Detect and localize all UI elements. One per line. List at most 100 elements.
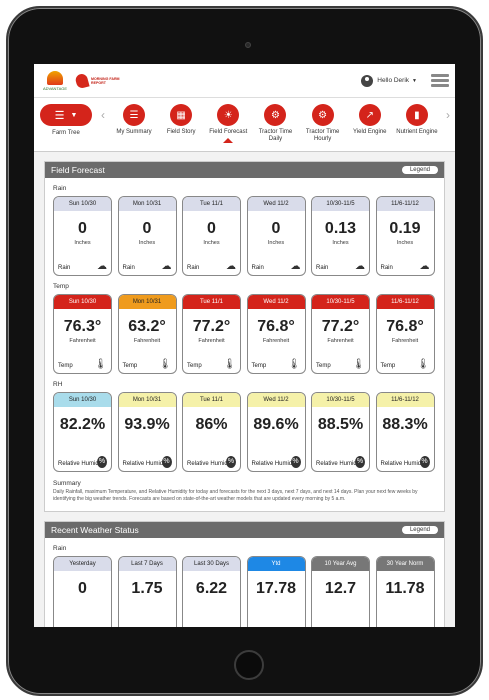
temp-cards: Sun 10/30 76.3° Fahrenheit Temp 🌡 Mon 10/31 63… [45, 294, 444, 374]
card-value: 76.8° [257, 318, 295, 335]
yield-engine-icon: ↗ [358, 104, 381, 126]
humidity-drop-icon: % [226, 456, 236, 468]
forecast-card[interactable]: 10/30-11/5 0.13 Inches Rain ☁ [311, 196, 370, 276]
forecast-card[interactable]: Mon 10/31 63.2° Fahrenheit Temp 🌡 [117, 294, 177, 374]
nav-next-arrow[interactable]: › [446, 108, 450, 122]
card-label: Rain [251, 264, 264, 271]
nav-item-label: Tractor Time Hourly [305, 129, 340, 142]
forecast-card[interactable]: Sun 10/30 0 Inches Rain ☁ [53, 196, 112, 276]
card-unit: Inches [74, 240, 91, 246]
forecast-card[interactable]: 11/6-11/12 88.3% Relative Humidity% [375, 392, 435, 472]
forecast-card[interactable]: Wed 11/2 76.8° Fahrenheit Temp 🌡 [246, 294, 306, 374]
card-value: 11.78 [385, 580, 425, 597]
nav-item-1[interactable]: ▦ Field Story [159, 104, 203, 143]
forecast-card[interactable]: Yesterday 0 [53, 556, 112, 627]
farm-tree-button[interactable]: ☰ ▼ [40, 104, 92, 126]
nav-item-4[interactable]: ⚙ Tractor Time Hourly [301, 104, 345, 143]
card-label: Temp [316, 362, 331, 369]
user-greeting: Hello Derik [377, 77, 410, 84]
forecast-card[interactable]: Sun 10/30 82.2% Relative Humidity% [53, 392, 112, 472]
recent-rain-section-title: Rain [53, 545, 67, 552]
card-unit: Fahrenheit [327, 338, 354, 344]
nav-item-label: Field Story [166, 129, 196, 135]
temp-section-title: Temp [53, 283, 69, 290]
forecast-card[interactable]: Wed 11/2 89.6% Relative Humidity% [246, 392, 306, 472]
hamburger-menu-icon[interactable] [431, 74, 449, 87]
nav-item-2[interactable]: ☀ Field Forecast [206, 104, 250, 143]
card-label: Temp [122, 362, 138, 369]
forecast-card[interactable]: 30 Year Norm 11.78 [375, 556, 435, 627]
forecast-card[interactable]: 10/30-11/5 88.5% Relative Humidity% [311, 392, 370, 472]
thermometer-icon: 🌡 [94, 359, 107, 370]
card-period: Wed 11/2 [247, 197, 305, 211]
card-period: 10/30-11/5 [312, 197, 369, 211]
forecast-card[interactable]: 10/30-11/5 77.2° Fahrenheit Temp 🌡 [311, 294, 370, 374]
forecast-card[interactable]: 10 Year Avg 12.7 [311, 556, 370, 627]
card-period: 10/30-11/5 [312, 295, 369, 309]
nav-item-6[interactable]: ▮ Nutrient Engine [395, 104, 439, 143]
humidity-drop-icon: % [290, 456, 301, 468]
field-forecast-title: Field Forecast [51, 165, 105, 175]
user-menu[interactable]: Hello Derik ▼ [361, 74, 417, 87]
rain-cloud-icon: ☁ [290, 261, 301, 272]
forecast-card[interactable]: Tue 11/1 0 Inches Rain ☁ [182, 196, 241, 276]
forecast-card[interactable]: Mon 10/31 93.9% Relative Humidity% [117, 392, 177, 472]
tractor-hourly-icon: ⚙ [311, 104, 334, 126]
card-period: 11/6-11/12 [376, 197, 434, 211]
home-button[interactable] [234, 650, 264, 680]
legend-button[interactable]: Legend [401, 526, 438, 534]
thermometer-icon: 🌡 [416, 359, 430, 370]
forecast-card[interactable]: 11/6-11/12 0.19 Inches Rain ☁ [375, 196, 435, 276]
forecast-card[interactable]: Ytd 17.78 [246, 556, 306, 627]
forecast-card[interactable]: Mon 10/31 0 Inches Rain ☁ [117, 196, 177, 276]
card-period: Wed 11/2 [247, 393, 305, 407]
card-unit: Fahrenheit [391, 338, 419, 344]
card-value: 17.78 [255, 580, 297, 597]
card-period: 11/6-11/12 [376, 393, 434, 407]
nav-item-label: My Summary [116, 129, 152, 135]
card-label: Temp [187, 362, 202, 369]
morning-farm-report-logo[interactable]: MORNING FARM REPORT [74, 72, 121, 89]
card-value: 76.8° [386, 318, 424, 335]
card-unit: Inches [138, 240, 156, 246]
card-label: Temp [380, 362, 396, 369]
rain-cloud-icon: ☁ [97, 261, 107, 272]
nav-item-label: Tractor Time Daily [258, 129, 293, 142]
card-unit: Inches [203, 240, 220, 246]
rain-cards: Sun 10/30 0 Inches Rain ☁ Mon 10/31 0 Inches Rai… [45, 196, 444, 276]
forecast-card[interactable]: Last 7 Days 1.75 [117, 556, 177, 627]
chevron-down-icon: ▼ [70, 111, 78, 119]
rain-cloud-icon: ☁ [161, 261, 172, 272]
humidity-drop-icon: % [161, 456, 172, 468]
forecast-card[interactable]: Tue 11/1 77.2° Fahrenheit Temp 🌡 [182, 294, 241, 374]
forecast-card[interactable]: Sun 10/30 76.3° Fahrenheit Temp 🌡 [53, 294, 112, 374]
farm-tree: ☰ ▼ Farm Tree [36, 104, 96, 136]
card-value: 88.5% [317, 416, 364, 433]
forecast-card[interactable]: 11/6-11/12 76.8° Fahrenheit Temp 🌡 [375, 294, 435, 374]
nav-item-0[interactable]: ☰ My Summary [112, 104, 156, 143]
legend-button[interactable]: Legend [401, 166, 438, 174]
forecast-card[interactable]: Wed 11/2 0 Inches Rain ☁ [246, 196, 306, 276]
card-period: 10/30-11/5 [312, 393, 369, 407]
advantage-logo[interactable]: ADVANTAGE [40, 70, 70, 91]
card-unit: Inches [332, 240, 349, 246]
app-screen: ADVANTAGE MORNING FARM REPORT Hello Deri… [34, 64, 455, 627]
field-forecast-panel: Field Forecast Legend Rain Sun 10/30 0 Inc… [44, 161, 445, 512]
nav-prev-arrow[interactable]: ‹ [101, 108, 105, 122]
recent-rain-cards: Yesterday 0 Last 7 Days 1.75 Last 30 Days 6.2… [45, 556, 444, 627]
card-period: Mon 10/31 [118, 197, 176, 211]
nav-item-5[interactable]: ↗ Yield Engine [348, 104, 392, 143]
card-period: Wed 11/2 [247, 295, 305, 309]
list-icon: ☰ [54, 109, 65, 122]
card-period: Tue 11/1 [183, 295, 240, 309]
thermometer-icon: 🌡 [223, 359, 236, 370]
card-period: Sun 10/30 [54, 393, 111, 407]
card-label: Rain [122, 264, 135, 271]
forecast-card[interactable]: Last 30 Days 6.22 [182, 556, 241, 627]
nav-item-3[interactable]: ⚙ Tractor Time Daily [253, 104, 297, 143]
card-value: 82.2% [59, 416, 106, 433]
summary-icon: ☰ [123, 104, 145, 126]
forecast-card[interactable]: Tue 11/1 86% Relative Humidity% [182, 392, 241, 472]
rh-section-title: RH [53, 381, 63, 388]
card-period: Mon 10/31 [118, 295, 176, 309]
